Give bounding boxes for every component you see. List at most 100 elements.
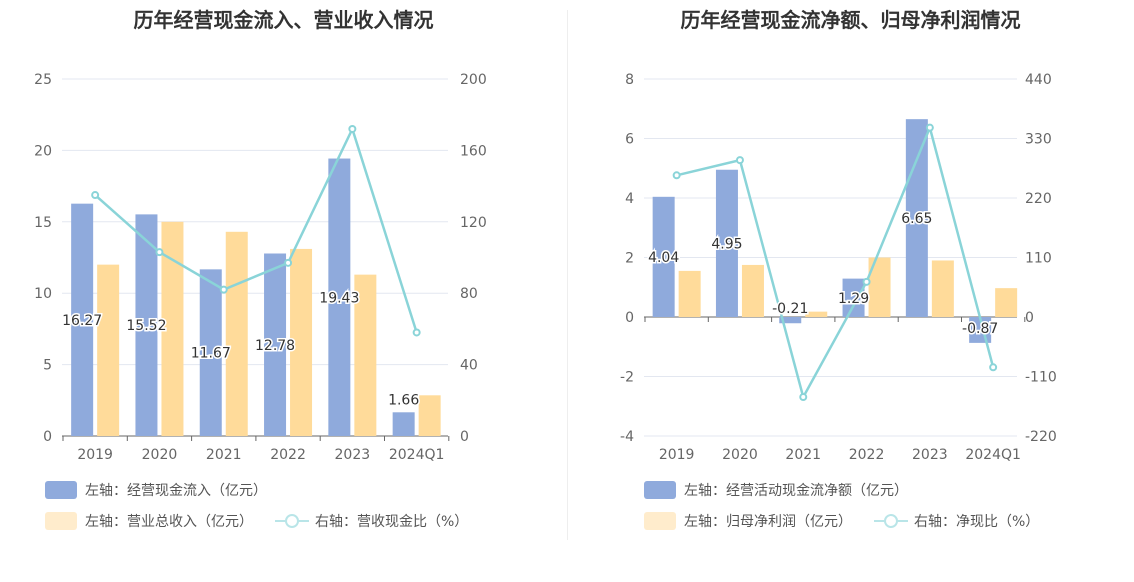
line-point bbox=[412, 328, 421, 337]
right-axis-tick-label: 160 bbox=[460, 143, 487, 159]
bar-series1 bbox=[715, 169, 738, 317]
bar-series1 bbox=[328, 158, 351, 436]
chart-panel-right: 历年经营现金流净额、归母净利润情况 -4 -220 -2 -110 0 0 2 110 4 220… bbox=[567, 0, 1134, 560]
bar-series1 bbox=[71, 203, 94, 436]
x-axis-tick-label: 2023 bbox=[912, 447, 948, 463]
bar-data-label: 4.04 bbox=[648, 250, 679, 266]
left-axis-tick-label: 2 bbox=[625, 251, 634, 267]
x-axis-tick-label: 2021 bbox=[785, 447, 821, 463]
left-axis-tick-label: 25 bbox=[34, 72, 52, 88]
legend-line-icon bbox=[275, 514, 309, 528]
legend-label[interactable]: 右轴：净现比（%） bbox=[914, 514, 1040, 530]
bar-data-label: 11.67 bbox=[191, 346, 231, 362]
chart-title: 历年经营现金流入、营业收入情况 bbox=[133, 8, 434, 32]
chart-svg-right: -4 -220 -2 -110 0 0 2 110 4 220 6 330 8 440 2019 2020 20… bbox=[620, 72, 1057, 463]
line-point bbox=[672, 171, 681, 180]
left-axis-tick-label: 0 bbox=[625, 310, 634, 326]
legend-swatch-bar1 bbox=[644, 481, 676, 499]
x-axis-tick-label: 2019 bbox=[659, 447, 695, 463]
legend-swatch-bar2 bbox=[644, 512, 676, 530]
line-point bbox=[219, 285, 228, 294]
bar-series1 bbox=[199, 269, 222, 436]
left-axis-tick-label: -4 bbox=[620, 429, 634, 445]
legend-label[interactable]: 左轴：营业总收入（亿元） bbox=[85, 514, 253, 530]
right-axis-tick-label: 40 bbox=[460, 358, 478, 374]
bar-series2 bbox=[290, 248, 313, 436]
bar-series1 bbox=[905, 119, 928, 317]
x-axis-tick-label: 2024Q1 bbox=[965, 447, 1021, 463]
right-axis-tick-label: 220 bbox=[1025, 191, 1052, 207]
line-point bbox=[862, 277, 871, 286]
legend-row-2: 左轴：营业总收入（亿元） 右轴：营收现金比（%） bbox=[45, 511, 468, 531]
bar-series2 bbox=[97, 264, 120, 436]
x-axis-tick-label: 2024Q1 bbox=[389, 447, 445, 463]
x-axis-tick-label: 2022 bbox=[849, 447, 885, 463]
line-point bbox=[989, 363, 998, 372]
right-axis-tick-label: 0 bbox=[460, 429, 469, 445]
legend-item-bar1[interactable]: 左轴：经营现金流入（亿元） bbox=[45, 480, 267, 500]
bar-series2 bbox=[805, 311, 828, 317]
bar-data-label: 1.29 bbox=[838, 291, 869, 307]
bar-series2 bbox=[161, 221, 184, 436]
x-axis-tick-label: 2020 bbox=[722, 447, 758, 463]
bar-series2 bbox=[741, 264, 764, 317]
line-point bbox=[91, 191, 100, 200]
bar-data-label: 4.95 bbox=[711, 236, 742, 252]
bar-series1 bbox=[842, 278, 865, 317]
bar-series2 bbox=[678, 270, 701, 317]
left-axis-tick-label: 0 bbox=[43, 429, 52, 445]
right-axis-tick-label: 0 bbox=[1025, 310, 1034, 326]
bar-data-label: 19.43 bbox=[319, 290, 359, 306]
right-axis-tick-label: 200 bbox=[460, 72, 487, 88]
bar-series1 bbox=[264, 253, 287, 436]
bar-series2 bbox=[225, 231, 248, 436]
chart-svg-left: 0 0 5 40 10 80 15 120 20 160 25 200 2019 2020 2021 2022… bbox=[34, 72, 487, 463]
left-axis-tick-label: 10 bbox=[34, 286, 52, 302]
right-axis-tick-label: 330 bbox=[1025, 132, 1052, 148]
line-point bbox=[735, 156, 744, 165]
right-axis-tick-label: 80 bbox=[460, 286, 478, 302]
line-point bbox=[284, 258, 293, 267]
bar-series1 bbox=[392, 412, 415, 436]
bar-data-label: 16.27 bbox=[62, 313, 102, 329]
bar-data-label: -0.87 bbox=[962, 321, 998, 337]
bar-series2 bbox=[418, 395, 441, 436]
line-point bbox=[925, 123, 934, 132]
bar-data-label: -0.21 bbox=[772, 301, 808, 317]
legend-swatch-bar1 bbox=[45, 481, 77, 499]
left-axis-tick-label: -2 bbox=[620, 370, 634, 386]
legend-item-bar1[interactable]: 左轴：经营活动现金流净额（亿元） bbox=[644, 480, 908, 500]
bar-series1 bbox=[652, 196, 675, 317]
line-point bbox=[348, 124, 357, 133]
legend-label: 左轴：经营活动现金流净额（亿元） bbox=[684, 483, 908, 499]
line-point bbox=[155, 248, 164, 257]
legend-label[interactable]: 左轴：归母净利润（亿元） bbox=[684, 514, 852, 530]
bar-data-label: 15.52 bbox=[126, 318, 166, 334]
right-axis-tick-label: 440 bbox=[1025, 72, 1052, 88]
line-series bbox=[676, 123, 995, 401]
line-series bbox=[94, 125, 418, 333]
x-axis-tick-label: 2021 bbox=[206, 447, 242, 463]
panel-divider bbox=[567, 10, 568, 540]
legend-label[interactable]: 右轴：营收现金比（%） bbox=[315, 514, 469, 530]
bar-data-label: 12.78 bbox=[255, 338, 295, 354]
legend-row-2: 左轴：归母净利润（亿元） 右轴：净现比（%） bbox=[644, 511, 1039, 531]
bar-series2 bbox=[868, 257, 891, 317]
left-axis-tick-label: 15 bbox=[34, 215, 52, 231]
bar-series2 bbox=[354, 274, 377, 436]
left-axis-tick-label: 5 bbox=[43, 358, 52, 374]
bar-series1 bbox=[135, 214, 158, 436]
chart-title: 历年经营现金流净额、归母净利润情况 bbox=[680, 8, 1021, 32]
legend-label: 左轴：经营现金流入（亿元） bbox=[85, 483, 267, 499]
x-axis-tick-label: 2020 bbox=[142, 447, 178, 463]
chart-panel-left: 历年经营现金流入、营业收入情况 0 0 5 40 10 80 15 120 20 160 25 200… bbox=[0, 0, 567, 560]
legend-swatch-bar2 bbox=[45, 512, 77, 530]
right-axis-tick-label: 110 bbox=[1025, 251, 1052, 267]
bar-series2 bbox=[931, 260, 954, 317]
x-axis-tick-label: 2022 bbox=[270, 447, 306, 463]
line-point bbox=[799, 393, 808, 402]
right-axis-tick-label: -110 bbox=[1025, 370, 1057, 386]
x-axis-tick-label: 2019 bbox=[77, 447, 113, 463]
legend-line-icon bbox=[874, 514, 908, 528]
right-axis-tick-label: 120 bbox=[460, 215, 487, 231]
